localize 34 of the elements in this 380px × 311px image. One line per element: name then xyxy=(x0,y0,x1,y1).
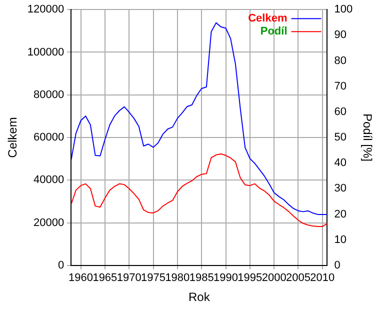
y-tick-label: 100000 xyxy=(27,46,64,58)
x-tick-label: 1980 xyxy=(165,272,190,284)
y2-tick-label: 10 xyxy=(334,234,346,246)
x-tick-label: 1985 xyxy=(189,272,214,284)
y-tick-label: 20000 xyxy=(34,216,64,229)
x-tick-label: 1995 xyxy=(238,272,262,284)
y2-tick-label: 20 xyxy=(334,208,346,220)
x-tick-label: 1970 xyxy=(116,272,142,284)
y2-tick-label: 100 xyxy=(334,4,353,16)
x-tick-label: 1965 xyxy=(92,272,118,284)
y-axis-title: Celkem xyxy=(6,117,20,158)
x-tick-label: 2005 xyxy=(286,272,310,284)
legend-label: Podíl xyxy=(260,26,288,38)
y2-tick-label: 80 xyxy=(334,54,346,67)
y2-tick-label: 90 xyxy=(334,29,346,42)
x-tick-label: 2000 xyxy=(262,272,286,284)
y2-tick-label: 40 xyxy=(334,157,346,170)
y-tick-label: 40000 xyxy=(34,174,64,186)
x-tick-label: 2010 xyxy=(310,272,335,284)
y2-tick-label: 50 xyxy=(334,132,346,144)
legend-label: Celkem xyxy=(248,12,288,25)
y-tick-label: 60000 xyxy=(34,132,64,144)
y-tick-label: 80000 xyxy=(34,88,64,101)
x-tick-label: 1990 xyxy=(214,272,238,284)
y2-tick-label: 70 xyxy=(334,80,346,92)
x-tick-label: 1960 xyxy=(68,272,94,284)
y2-tick-label: 30 xyxy=(334,182,346,195)
y2-tick-label: 60 xyxy=(334,106,346,118)
y2-axis-title: Podíl [%] xyxy=(360,113,374,162)
y-tick-label: 0 xyxy=(58,259,64,272)
x-axis-title: Rok xyxy=(188,290,211,304)
x-tick-label: 1975 xyxy=(141,272,166,284)
y-tick-label: 120000 xyxy=(27,4,64,16)
y2-tick-label: 0 xyxy=(334,259,340,272)
